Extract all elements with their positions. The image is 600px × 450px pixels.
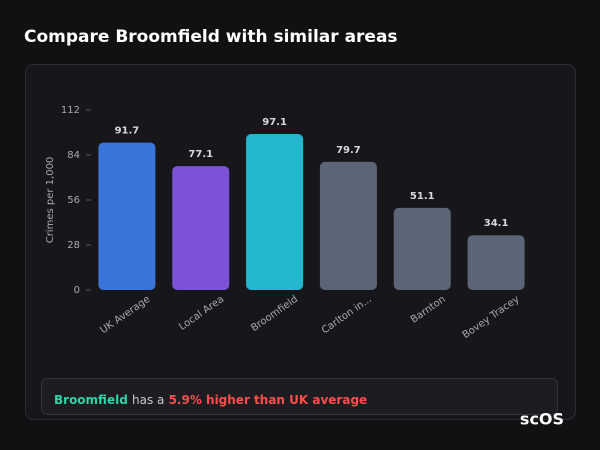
value-label: 97.1: [262, 117, 287, 128]
y-tick-label: 56: [67, 195, 80, 206]
note-emphasis: 5.9% higher than UK average: [169, 393, 368, 407]
bar: [172, 166, 230, 290]
y-tick-label: 0: [74, 285, 80, 296]
note-box: [41, 378, 558, 415]
bar: [467, 235, 525, 290]
logo: scOS: [520, 410, 564, 429]
y-axis-label: Crimes per 1,000: [45, 157, 56, 244]
bar: [393, 207, 451, 290]
note-text: has a: [132, 393, 164, 407]
chart-title: Compare Broomfield with similar areas: [24, 27, 398, 47]
value-label: 91.7: [115, 126, 140, 137]
y-tick-label: 112: [61, 105, 80, 116]
note-highlight: Broomfield: [54, 393, 128, 407]
value-label: 34.1: [484, 218, 509, 229]
y-tick-label: 84: [67, 150, 80, 161]
bar: [319, 161, 377, 290]
bar: [246, 133, 304, 290]
note: Broomfield has a 5.9% higher than UK ave…: [54, 393, 367, 407]
value-label: 79.7: [336, 145, 361, 156]
value-label: 77.1: [188, 149, 213, 160]
y-tick-label: 28: [67, 240, 80, 251]
value-label: 51.1: [410, 191, 435, 202]
bar: [98, 142, 156, 290]
